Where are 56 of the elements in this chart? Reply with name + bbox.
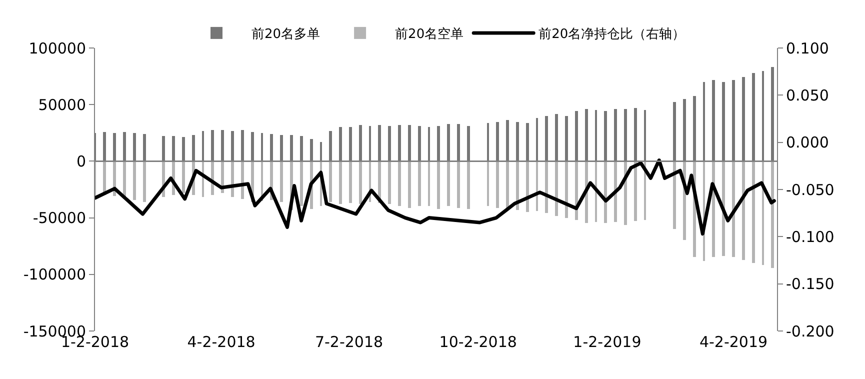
bar (604, 161, 607, 223)
bar (280, 161, 283, 202)
bar (467, 161, 470, 209)
y2-tick-label: 0.000 (786, 134, 829, 152)
bar (359, 161, 362, 204)
bar (349, 161, 352, 203)
bar (339, 161, 342, 204)
bar (329, 161, 332, 202)
bar (673, 161, 676, 229)
bar (752, 161, 755, 263)
y-tick-label: 0 (76, 152, 86, 170)
bar (447, 161, 450, 206)
y-tick-label: 50000 (38, 96, 86, 114)
x-tick-label: 1-2-2019 (573, 333, 642, 351)
bar (143, 161, 146, 202)
x-tick-label: 4-2-2019 (699, 333, 768, 351)
bar (388, 161, 391, 204)
bar (487, 161, 489, 206)
y2-tick-label: 0.100 (786, 39, 829, 58)
bar (536, 161, 538, 211)
legend-label: 前20名多单 (252, 27, 320, 42)
y2-tick-label: -0.100 (786, 228, 834, 246)
bar (742, 161, 745, 260)
bar (732, 161, 735, 257)
y-tick-label: -50000 (32, 209, 86, 228)
legend-label: 前20名空单 (395, 27, 464, 42)
x-tick-label: 4-2-2018 (187, 333, 256, 351)
bar (516, 161, 519, 210)
bar (545, 161, 548, 213)
bar (408, 161, 411, 208)
y2-tick-label: -0.050 (786, 180, 834, 199)
bar (418, 161, 421, 206)
bar (428, 161, 430, 206)
y2-tick-label: -0.150 (786, 275, 834, 294)
bar (182, 161, 185, 193)
bar (133, 161, 136, 200)
bar (437, 161, 440, 209)
bar (614, 161, 617, 222)
x-tick-label: 10-2-2018 (439, 333, 517, 351)
bar (457, 161, 460, 208)
bar (555, 161, 558, 216)
bar (398, 161, 401, 206)
bar (496, 161, 499, 208)
bar (634, 161, 637, 221)
bar (300, 161, 303, 206)
y2-tick-label: 0.050 (786, 86, 829, 104)
bar (771, 161, 774, 268)
y2-tick-label: -0.200 (786, 322, 834, 340)
y-tick-label: 100000 (28, 39, 86, 58)
legend-label: 前20名净持仓比（右轴） (538, 27, 686, 42)
bar (506, 161, 509, 209)
bar (565, 161, 568, 218)
y-tick-label: -100000 (23, 266, 86, 284)
bar (526, 161, 529, 212)
x-tick-label: 7-2-2018 (314, 333, 384, 351)
bar (762, 161, 764, 265)
